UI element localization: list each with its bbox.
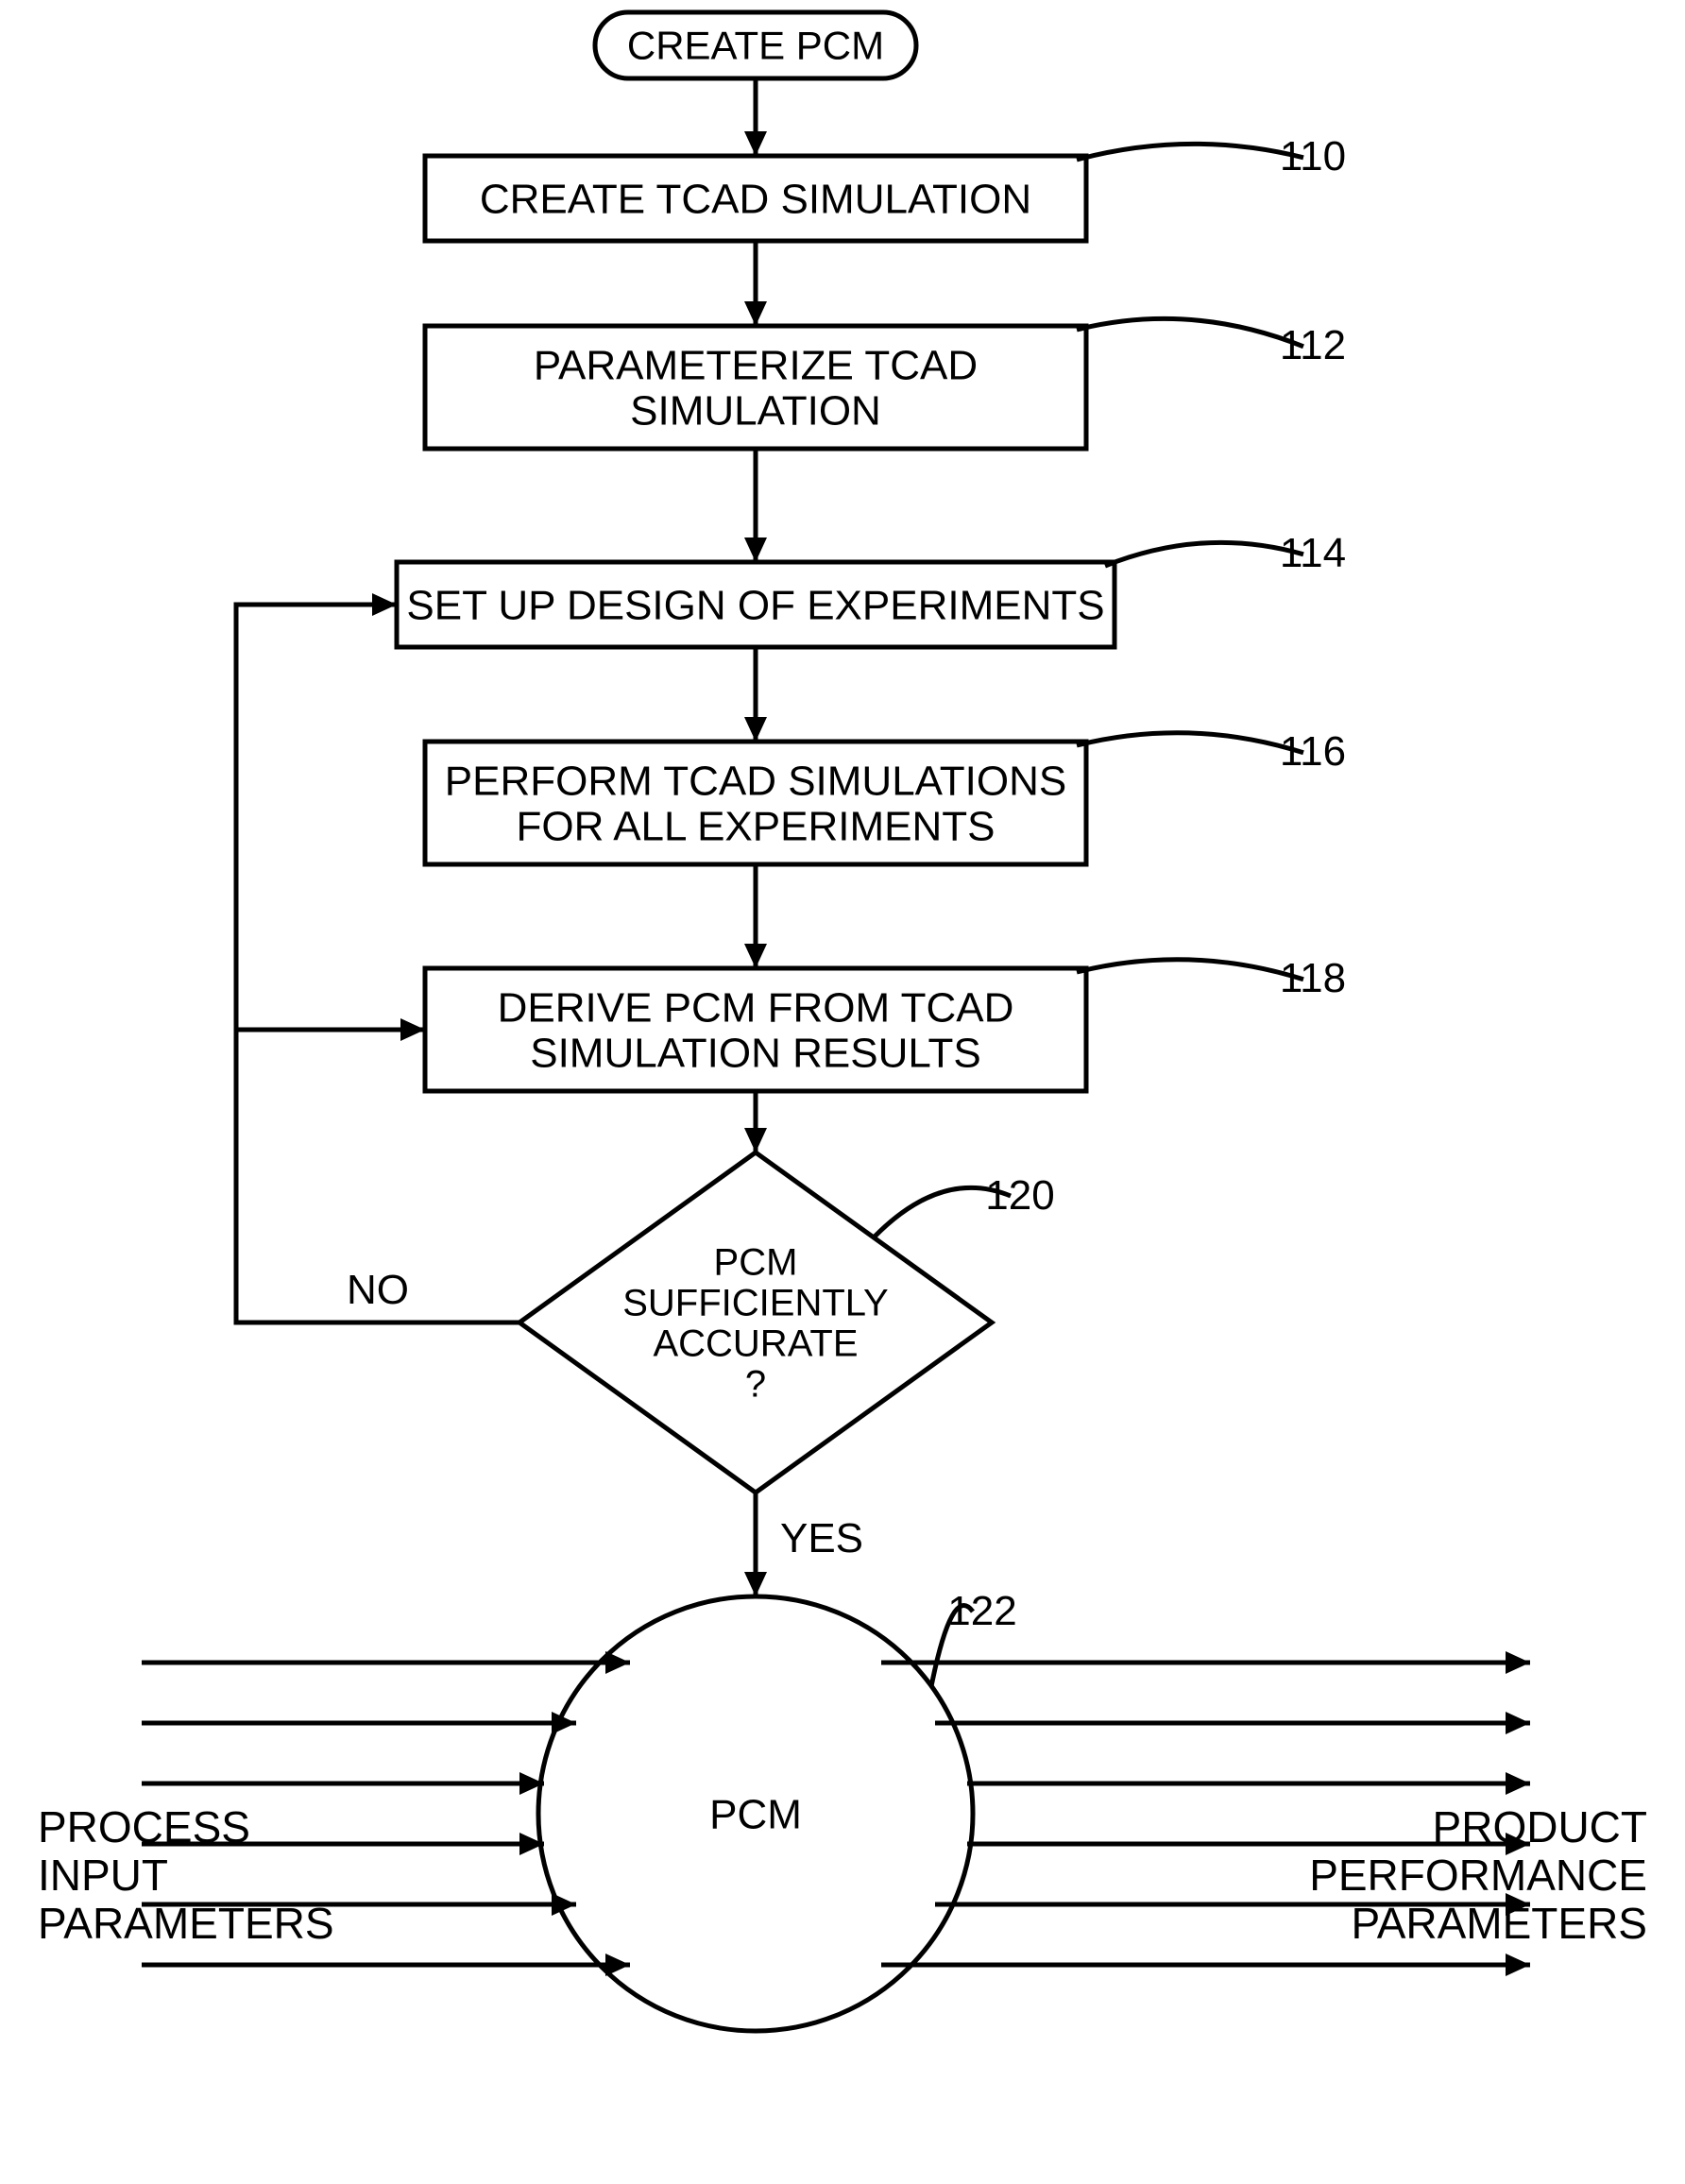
svg-text:PARAMETERS: PARAMETERS bbox=[1351, 1899, 1647, 1948]
svg-text:112: 112 bbox=[1280, 322, 1346, 368]
flowchart-canvas: CREATE PCM CREATE TCAD SIMULATION PARAMETE… bbox=[0, 0, 1685, 2184]
svg-text:120: 120 bbox=[985, 1172, 1054, 1219]
svg-text:PERFORM TCAD SIMULATIONS: PERFORM TCAD SIMULATIONS bbox=[445, 758, 1066, 804]
svg-text:FOR ALL EXPERIMENTS: FOR ALL EXPERIMENTS bbox=[517, 803, 996, 849]
svg-text:SIMULATION: SIMULATION bbox=[630, 387, 881, 434]
svg-text:INPUT: INPUT bbox=[38, 1851, 168, 1900]
svg-text:SUFFICIENTLY: SUFFICIENTLY bbox=[622, 1283, 889, 1324]
svg-text:?: ? bbox=[745, 1364, 766, 1406]
svg-text:ACCURATE: ACCURATE bbox=[653, 1323, 858, 1365]
svg-text:PCM: PCM bbox=[709, 1791, 802, 1837]
svg-text:PARAMETERIZE TCAD: PARAMETERIZE TCAD bbox=[534, 342, 978, 388]
svg-text:116: 116 bbox=[1280, 728, 1346, 775]
svg-text:YES: YES bbox=[780, 1515, 863, 1561]
svg-text:SIMULATION RESULTS: SIMULATION RESULTS bbox=[530, 1030, 981, 1076]
svg-text:SET UP DESIGN OF EXPERIMENTS: SET UP DESIGN OF EXPERIMENTS bbox=[406, 582, 1104, 628]
flowchart-svg: CREATE PCM CREATE TCAD SIMULATION PARAMETE… bbox=[0, 0, 1685, 2184]
svg-text:PARAMETERS: PARAMETERS bbox=[38, 1899, 334, 1948]
svg-text:PROCESS: PROCESS bbox=[38, 1802, 250, 1851]
svg-text:118: 118 bbox=[1280, 955, 1346, 1001]
svg-text:CREATE PCM: CREATE PCM bbox=[627, 24, 884, 68]
svg-text:PRODUCT: PRODUCT bbox=[1433, 1802, 1647, 1851]
svg-text:NO: NO bbox=[347, 1267, 409, 1313]
svg-text:PERFORMANCE: PERFORMANCE bbox=[1309, 1851, 1647, 1900]
svg-text:CREATE TCAD SIMULATION: CREATE TCAD SIMULATION bbox=[480, 176, 1031, 222]
svg-text:PCM: PCM bbox=[714, 1242, 798, 1284]
svg-text:DERIVE PCM FROM TCAD: DERIVE PCM FROM TCAD bbox=[498, 984, 1014, 1031]
